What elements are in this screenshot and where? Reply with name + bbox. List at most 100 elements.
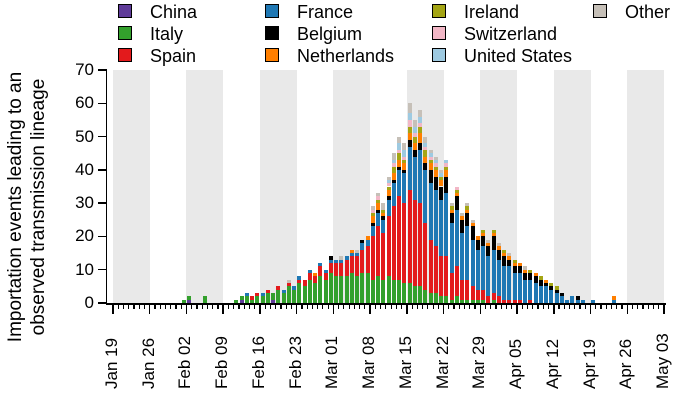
bar-segment-france: [444, 193, 449, 257]
bar-segment-other: [449, 203, 454, 207]
bar-segment-france: [538, 286, 543, 303]
bar-segment-france: [318, 263, 323, 267]
bar-segment-spain: [496, 296, 501, 303]
bar-segment-netherlands: [533, 273, 538, 277]
legend-swatch-china: [118, 4, 132, 18]
bar-segment-france: [244, 293, 249, 297]
bar-segment-spain: [328, 263, 333, 274]
legend-label: Belgium: [297, 24, 363, 44]
bar-segment-belgium: [407, 139, 412, 147]
bar-segment-netherlands: [433, 169, 438, 177]
x-axis-minor-tick: [364, 304, 366, 309]
x-axis-tick-label: Jan 26: [138, 337, 158, 389]
bar-segment-spain: [344, 259, 349, 277]
bar-segment-italy: [433, 293, 438, 303]
bar-segment-united-states: [428, 153, 433, 157]
bar-segment-belgium: [428, 169, 433, 184]
bar-segment-other: [391, 153, 396, 160]
x-axis-major-tick: [185, 304, 188, 314]
bar-segment-other: [465, 203, 470, 207]
x-axis-tick-label: Mar 15: [395, 336, 415, 389]
bar-segment-france: [465, 226, 470, 280]
week-shading-band: [259, 70, 297, 303]
bar-segment-ireland: [512, 259, 517, 264]
x-axis-minor-tick: [154, 304, 156, 309]
legend-swatch-united-states: [432, 48, 446, 62]
x-axis-minor-tick: [411, 304, 413, 309]
bar-segment-italy: [481, 299, 486, 303]
bar-segment-france: [381, 219, 386, 234]
bar-segment-ireland: [491, 229, 496, 234]
x-axis-minor-tick: [254, 304, 256, 309]
bar-segment-ireland: [538, 276, 543, 280]
bar-segment-ireland: [412, 136, 417, 144]
x-axis-minor-tick: [343, 304, 345, 309]
x-axis-tick-label: Mar 01: [322, 336, 342, 389]
bar-segment-france: [402, 173, 407, 204]
y-axis-tick-label: 30: [75, 193, 94, 213]
bar-segment-spain: [349, 256, 354, 274]
bar-segment-belgium: [481, 236, 486, 247]
bar-segment-spain: [475, 289, 480, 300]
x-axis-minor-tick: [290, 304, 292, 309]
y-axis-tick-label: 60: [75, 93, 94, 113]
bar-segment-switzerland: [386, 183, 391, 187]
x-axis-major-tick: [332, 304, 335, 314]
bar-segment-italy: [460, 299, 465, 303]
bar-segment-switzerland: [428, 156, 433, 160]
bar-segment-ireland: [502, 249, 507, 254]
bar-segment-spain: [313, 276, 318, 284]
x-axis-minor-tick: [401, 304, 403, 309]
bar-segment-switzerland: [412, 133, 417, 137]
x-axis-tick-label: Feb 16: [248, 336, 268, 389]
bar-segment-ireland: [391, 166, 396, 174]
bar-segment-italy: [334, 276, 339, 303]
bar-segment-netherlands: [496, 246, 501, 250]
bar-segment-spain: [486, 296, 491, 303]
legend-swatch-italy: [118, 26, 132, 40]
x-axis-minor-tick: [322, 304, 324, 309]
bar-segment-spain: [391, 206, 396, 280]
bar-segment-france: [339, 259, 344, 264]
bar-segment-belgium: [412, 149, 417, 157]
x-axis-minor-tick: [374, 304, 376, 309]
bar-segment-italy: [244, 296, 249, 303]
bar-segment-switzerland: [407, 119, 412, 127]
x-axis-line: [105, 303, 666, 305]
x-axis-minor-tick: [616, 304, 618, 309]
x-axis-minor-tick: [212, 304, 214, 309]
bar-segment-italy: [182, 299, 186, 303]
bar-segment-france: [428, 183, 433, 240]
bar-segment-italy: [297, 283, 302, 303]
x-axis-minor-tick: [196, 304, 198, 309]
bar-segment-belgium: [444, 176, 449, 194]
bar-segment-belgium: [465, 213, 470, 227]
bar-segment-ireland: [439, 176, 444, 180]
x-axis-minor-tick: [338, 304, 340, 309]
x-axis-minor-tick: [458, 304, 460, 309]
x-axis-minor-tick: [233, 304, 235, 309]
legend-label: Ireland: [464, 2, 520, 22]
bar-segment-spain: [465, 279, 470, 300]
bar-segment-spain: [265, 289, 270, 293]
bar-segment-belgium: [360, 239, 365, 244]
bar-segment-italy: [265, 293, 270, 303]
bar-segment-united-states: [423, 143, 428, 147]
x-axis-minor-tick: [359, 304, 361, 309]
bar-segment-italy: [412, 286, 417, 303]
bar-segment-france: [292, 286, 297, 290]
bar-segment-spain: [502, 299, 507, 303]
legend-label: Italy: [150, 24, 184, 44]
bar-segment-france: [365, 239, 370, 247]
bar-segment-spain: [407, 189, 412, 284]
bar-segment-netherlands: [349, 249, 354, 254]
x-axis-minor-tick: [621, 304, 623, 309]
bar-segment-italy: [449, 299, 454, 303]
bar-segment-spain: [323, 273, 328, 280]
bar-segment-france: [349, 253, 354, 257]
x-axis-minor-tick: [217, 304, 219, 309]
bar-segment-belgium: [538, 279, 543, 287]
bar-segment-united-states: [397, 143, 402, 150]
bar-segment-belgium: [575, 296, 580, 300]
bar-segment-spain: [386, 216, 391, 277]
